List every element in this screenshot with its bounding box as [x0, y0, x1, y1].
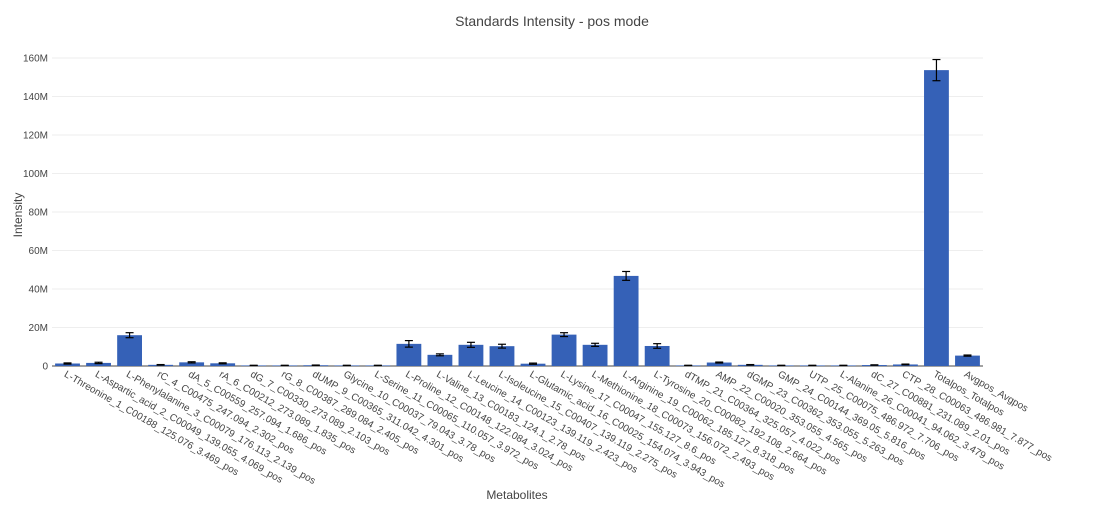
bar	[179, 362, 205, 366]
bar	[955, 355, 980, 366]
error-bar	[404, 339, 413, 348]
error-bar	[622, 270, 631, 281]
bar	[55, 363, 80, 366]
error-bars	[63, 58, 972, 367]
error-bar	[466, 341, 475, 348]
bar	[396, 343, 422, 366]
bar	[924, 70, 949, 366]
bar	[582, 344, 608, 366]
error-bar	[529, 362, 538, 365]
error-bar	[497, 343, 506, 349]
error-bar	[94, 361, 103, 365]
error-bar	[715, 361, 724, 364]
bar	[458, 344, 484, 366]
bar	[489, 346, 515, 366]
y-tick-label: 160M	[23, 54, 48, 65]
x-axis-title: Metabolites	[486, 488, 547, 502]
error-bar	[963, 354, 972, 357]
error-bar	[901, 363, 910, 366]
error-bar	[560, 332, 569, 338]
error-bar	[156, 363, 165, 366]
y-tick-label: 40M	[29, 285, 48, 296]
bar	[86, 362, 111, 366]
y-tick-label: 80M	[29, 208, 48, 219]
error-bar	[435, 353, 444, 357]
y-axis-ticks: 0 20M 40M 60M 80M 100M 120M 140M 160M	[23, 54, 48, 373]
error-bar	[746, 363, 755, 366]
gridlines	[52, 57, 983, 367]
y-tick-label: 100M	[23, 169, 48, 180]
error-bar	[218, 362, 227, 365]
chart-title: Standards Intensity - pos mode	[455, 13, 649, 29]
y-tick-label: 140M	[23, 92, 48, 103]
error-bar	[591, 342, 600, 347]
bar	[613, 275, 639, 366]
y-axis-title: Intensity	[11, 193, 25, 238]
bar	[210, 363, 236, 366]
y-tick-label: 120M	[23, 131, 48, 142]
bar	[117, 335, 142, 366]
x-axis-ticks: L-Threonine_1_C00188_125.076_3.469_posL-…	[62, 369, 1054, 490]
y-tick-label: 0	[42, 362, 48, 373]
error-bar	[932, 58, 941, 82]
y-tick-label: 60M	[29, 246, 48, 257]
bar	[706, 362, 732, 366]
error-bar	[653, 343, 662, 349]
y-tick-label: 20M	[29, 323, 48, 334]
bar	[427, 354, 453, 366]
bars	[55, 70, 980, 366]
error-bar	[125, 332, 134, 339]
error-bar	[63, 362, 72, 365]
error-bar	[187, 361, 196, 364]
bar	[644, 345, 670, 366]
bar	[551, 334, 577, 366]
